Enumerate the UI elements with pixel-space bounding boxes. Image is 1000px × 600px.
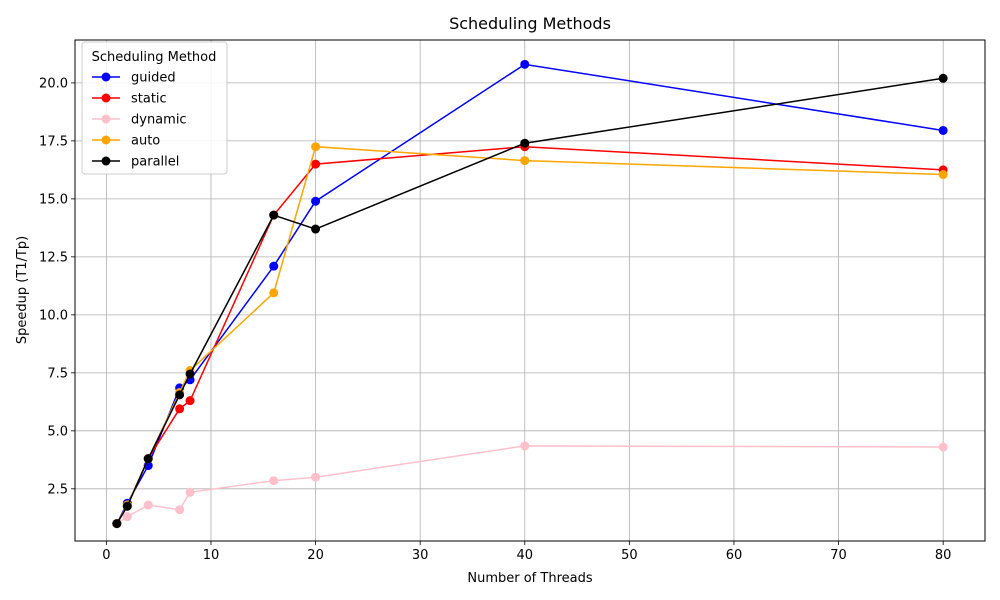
- data-point-dynamic: [185, 487, 195, 497]
- data-point-parallel: [175, 390, 185, 400]
- y-tick-label: 2.5: [47, 482, 68, 497]
- y-tick-label: 10.0: [39, 308, 68, 323]
- legend-marker-icon: [101, 156, 111, 166]
- legend-marker-icon: [101, 93, 111, 103]
- legend-label: dynamic: [131, 113, 187, 128]
- plot-frame: [74, 39, 986, 542]
- data-point-parallel: [311, 224, 321, 234]
- legend-label: auto: [131, 134, 160, 149]
- data-point-parallel: [938, 73, 948, 83]
- legend: Scheduling Method guided static dynamic aut…: [81, 41, 228, 175]
- data-point-parallel: [122, 501, 132, 511]
- data-point-static: [185, 396, 195, 406]
- legend-label: guided: [131, 71, 176, 86]
- data-point-dynamic: [175, 505, 185, 515]
- data-point-guided: [520, 59, 530, 69]
- x-tick-label: 70: [830, 548, 847, 563]
- data-point-auto: [938, 170, 948, 180]
- legend-label: static: [131, 92, 167, 107]
- y-tick-label: 20.0: [39, 76, 68, 91]
- data-point-parallel: [185, 369, 195, 379]
- legend-item-dynamic: dynamic: [92, 113, 187, 128]
- data-point-static: [311, 159, 321, 169]
- grid: [75, 40, 985, 541]
- data-point-dynamic: [311, 472, 321, 482]
- x-tick-label: 50: [621, 548, 638, 563]
- data-point-auto: [311, 142, 321, 152]
- data-point-dynamic: [269, 476, 279, 486]
- data-point-parallel: [520, 138, 530, 148]
- series-layer: [112, 59, 948, 529]
- data-point-dynamic: [143, 500, 153, 510]
- x-tick-label: 20: [307, 548, 324, 563]
- legend-item-parallel: parallel: [92, 155, 179, 170]
- legend-marker-icon: [101, 135, 111, 145]
- legend-marker-icon: [101, 114, 111, 124]
- data-point-static: [175, 404, 185, 414]
- data-point-dynamic: [938, 442, 948, 452]
- ticks: 0 10 20 30 40 50 60 70 80 2.5 5.0 7.5 10.0 12.5 15.0 17…: [39, 76, 951, 563]
- chart-title: Scheduling Methods: [449, 14, 611, 33]
- y-tick-label: 12.5: [39, 250, 68, 265]
- x-axis-label: Number of Threads: [467, 571, 592, 586]
- x-tick-label: 40: [516, 548, 533, 563]
- legend-marker-icon: [101, 72, 111, 82]
- data-point-parallel: [143, 454, 153, 464]
- x-tick-label: 0: [102, 548, 110, 563]
- legend-item-guided: guided: [92, 71, 176, 86]
- legend-item-auto: auto: [92, 134, 160, 149]
- legend-label: parallel: [131, 155, 179, 170]
- legend-box: [81, 41, 228, 175]
- series-dynamic: [112, 441, 948, 529]
- data-point-parallel: [112, 519, 122, 529]
- legend-entries: guided static dynamic auto parallel: [92, 71, 187, 170]
- data-point-guided: [938, 125, 948, 135]
- legend-item-static: static: [92, 92, 167, 107]
- x-tick-label: 60: [726, 548, 743, 563]
- data-point-auto: [269, 288, 279, 298]
- legend-title: Scheduling Method: [92, 50, 217, 65]
- data-point-dynamic: [520, 441, 530, 451]
- x-tick-label: 80: [935, 548, 952, 563]
- data-point-dynamic: [122, 512, 132, 522]
- data-point-auto: [520, 156, 530, 166]
- x-tick-label: 30: [412, 548, 429, 563]
- data-point-guided: [311, 196, 321, 206]
- y-tick-label: 5.0: [47, 424, 68, 439]
- y-tick-label: 17.5: [39, 134, 68, 149]
- x-tick-label: 10: [203, 548, 220, 563]
- y-axis-label: Speedup (T1/Tp): [15, 236, 30, 344]
- data-point-parallel: [269, 210, 279, 220]
- y-tick-label: 15.0: [39, 192, 68, 207]
- series-parallel: [112, 73, 948, 529]
- data-point-guided: [269, 261, 279, 271]
- y-tick-label: 7.5: [47, 366, 68, 381]
